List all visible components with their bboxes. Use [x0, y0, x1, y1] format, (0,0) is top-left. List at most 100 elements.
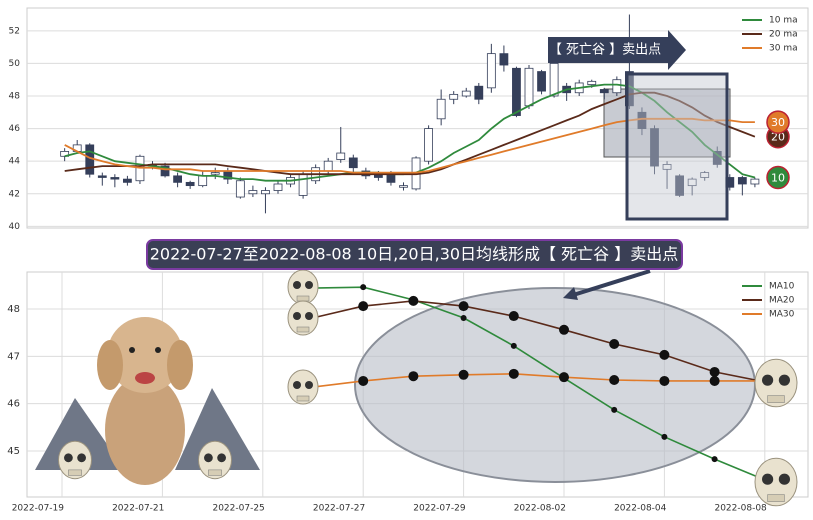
candle-body: [700, 172, 710, 178]
candle-body: [436, 98, 446, 120]
candle-body: [198, 175, 208, 187]
candle-body: [424, 128, 434, 162]
y-tick-label: 42: [9, 189, 20, 199]
point: [358, 301, 369, 312]
dog-head: [107, 317, 183, 393]
point: [508, 311, 519, 322]
candle-body: [474, 85, 484, 100]
x-tick-label: 2022-07-21: [112, 504, 164, 514]
end-marker: [766, 165, 790, 190]
candle-body: [210, 172, 220, 175]
x-tick-label: 2022-07-27: [313, 504, 365, 514]
candle-body: [261, 190, 270, 195]
ma-line: [64, 91, 756, 176]
candle-body: [449, 93, 459, 100]
dog-eye: [155, 347, 161, 353]
point: [609, 339, 620, 349]
candlestick-chart: 40 42 44 46 48 50 52 10 20 30 【 死亡谷 】卖出点 10 ma 20 ma…: [9, 7, 809, 232]
title-banner: [146, 239, 683, 270]
skull-eye: [305, 281, 313, 289]
annotation-arrow: [548, 30, 686, 70]
y-tick-label: 50: [9, 59, 21, 69]
mountain: [175, 388, 260, 470]
skull-eye: [305, 312, 313, 320]
skull-teeth: [767, 395, 785, 403]
candle-body: [336, 152, 346, 160]
skull-teeth: [68, 469, 82, 476]
chart-title: 2022-07-27至2022-08-08 10日,20日,30日均线形成【 死…: [150, 245, 678, 264]
candle-body: [612, 79, 622, 94]
skull-eye: [778, 374, 791, 386]
point: [611, 406, 618, 413]
candle-body: [60, 151, 70, 157]
candle-body: [248, 190, 258, 195]
dog-ear: [97, 340, 123, 390]
arrow-head: [563, 287, 578, 300]
x-tick-label: 2022-08-04: [614, 504, 667, 514]
y-tick-label: 52: [9, 26, 20, 36]
end-label: 10: [771, 171, 785, 184]
y-tick-label: 46: [9, 124, 21, 134]
candle-body: [599, 89, 609, 94]
dog-body: [105, 375, 185, 485]
candle-body: [650, 128, 659, 167]
candle-body: [637, 111, 647, 129]
highlight-ellipse: [354, 287, 756, 483]
legend-label: MA30: [769, 310, 795, 320]
candle-body: [123, 178, 132, 183]
skull: [754, 358, 798, 408]
ma-line: [312, 286, 766, 481]
x-tick-label: 2022-07-29: [413, 504, 466, 514]
candle-body: [675, 175, 684, 196]
candle-body: [486, 53, 496, 89]
candle-body: [298, 173, 308, 196]
candle-body: [97, 175, 107, 178]
x-tick-label: 2022-08-02: [514, 504, 566, 514]
point: [460, 314, 467, 321]
point: [360, 284, 367, 291]
ma-line: [64, 117, 755, 174]
skull-eye: [204, 453, 213, 463]
arrow: [569, 269, 651, 298]
candle-body: [273, 183, 283, 191]
y-tick-label: 44: [9, 157, 21, 167]
y-tick-label: 46: [7, 399, 20, 410]
x-tick-label: 2022-08-08: [714, 504, 767, 514]
candle-body: [235, 180, 245, 198]
candle-body: [750, 178, 760, 185]
point: [659, 349, 670, 360]
point: [709, 366, 720, 377]
skull-teeth: [767, 494, 785, 502]
y-tick-label: 40: [9, 222, 21, 232]
point: [510, 342, 517, 349]
point: [559, 372, 569, 383]
skull-eye: [762, 374, 774, 386]
point: [709, 375, 720, 386]
point: [559, 324, 569, 335]
skull-eye: [293, 381, 301, 389]
mountain: [35, 398, 125, 470]
highlight-box: [625, 72, 729, 221]
legend-label: MA20: [769, 296, 795, 306]
skull: [754, 457, 798, 507]
candle-body: [160, 165, 170, 177]
candle-body: [587, 80, 597, 85]
y-tick-label: 47: [7, 351, 20, 362]
skull-eye: [77, 453, 86, 463]
y-tick-label: 48: [7, 304, 20, 315]
dog-eye: [129, 347, 135, 353]
candle-body: [549, 63, 559, 97]
skull-eye: [293, 281, 301, 289]
candle-body: [348, 157, 358, 169]
point: [458, 369, 469, 380]
point: [458, 301, 469, 312]
end-label: 20: [771, 131, 785, 144]
candle-body: [524, 67, 534, 107]
x-tick-label: 2022-07-25: [212, 504, 264, 514]
candle-body: [499, 53, 509, 66]
point: [408, 295, 419, 306]
candle-body: [512, 67, 521, 116]
skull-eye: [762, 473, 774, 485]
skull: [198, 440, 232, 480]
highlight-box: [603, 88, 731, 158]
